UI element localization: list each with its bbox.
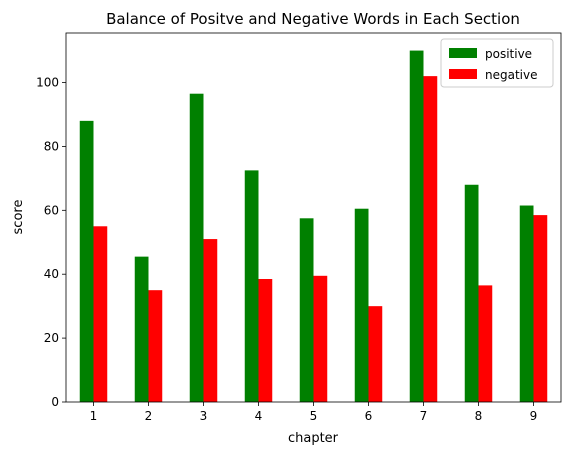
x-tick-label: 6 [365,409,373,423]
bar-positive-chapter-6 [354,208,369,402]
bar-positive-chapter-5 [299,218,314,402]
bar-positive-chapter-2 [134,256,149,402]
legend-label-negative: negative [485,68,537,82]
bar-positive-chapter-4 [244,170,259,402]
bar-positive-chapter-9 [519,205,534,402]
bar-negative-chapter-8 [478,285,493,402]
x-tick-label: 5 [310,409,318,423]
y-tick-label: 20 [44,331,59,345]
legend-swatch-positive [449,48,477,58]
chart-title: Balance of Positve and Negative Words in… [106,10,520,28]
bar-positive-chapter-1 [79,120,94,402]
bar-negative-chapter-6 [368,306,383,402]
bar-negative-chapter-5 [313,275,328,402]
x-axis-label: chapter [288,431,339,446]
x-tick-label: 7 [420,409,428,423]
bar-negative-chapter-9 [533,215,548,402]
x-tick-label: 4 [255,409,263,423]
y-tick-label: 40 [44,267,59,281]
bar-negative-chapter-4 [258,279,273,402]
y-tick-label: 60 [44,203,59,217]
y-tick-label: 100 [36,76,59,90]
legend-label-positive: positive [485,47,532,61]
x-tick-label: 2 [145,409,153,423]
legend-swatch-negative [449,69,477,79]
bar-negative-chapter-7 [423,76,438,402]
x-tick-label: 9 [530,409,538,423]
x-tick-label: 8 [475,409,483,423]
x-tick-label: 1 [90,409,98,423]
bar-negative-chapter-3 [203,239,218,402]
y-axis-label: score [11,200,26,235]
bar-negative-chapter-2 [148,290,163,402]
bar-positive-chapter-8 [464,184,479,402]
legend: positive negative [440,38,554,88]
x-tick-label: 3 [200,409,208,423]
bar-positive-chapter-3 [189,93,204,403]
axes-layer: 1 2 3 4 5 6 7 8 9 0 20 40 60 80 100 [36,32,562,423]
y-tick-label: 80 [44,139,59,153]
y-tick-label: 0 [51,395,59,409]
bars-layer [79,50,548,403]
bar-negative-chapter-1 [93,226,108,402]
bar-positive-chapter-7 [409,50,424,402]
